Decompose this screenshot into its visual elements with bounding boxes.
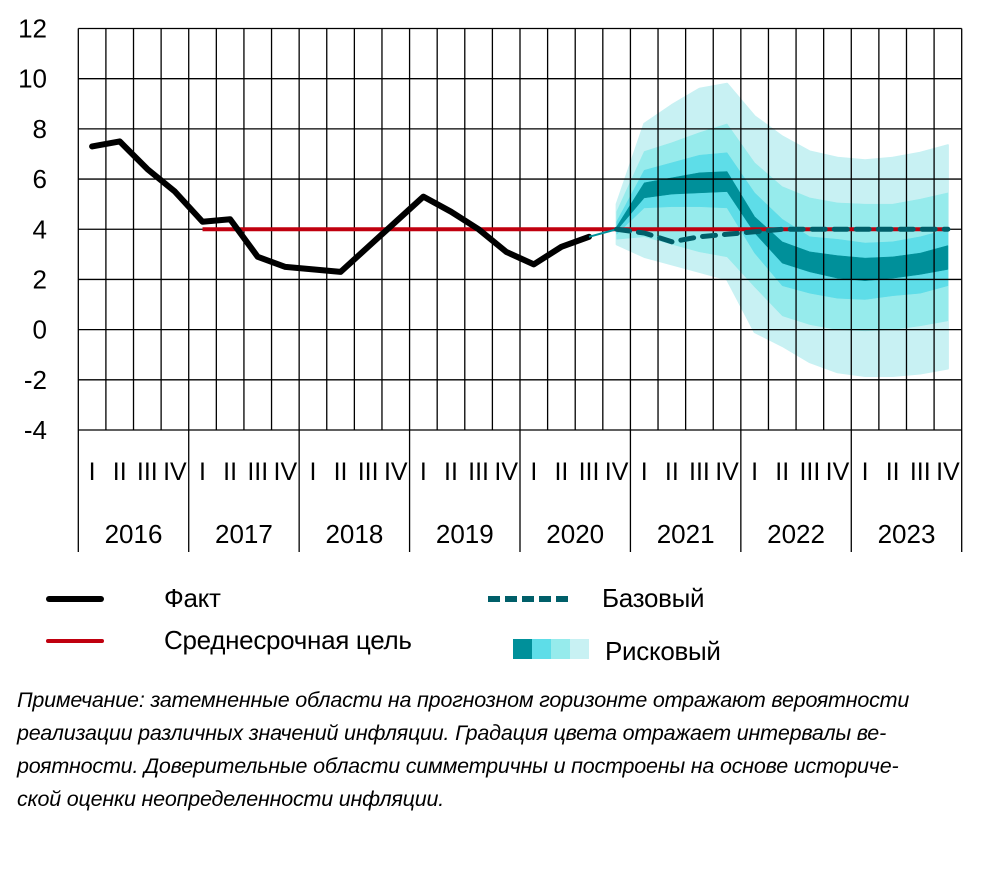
year-label: 2019 <box>436 519 494 549</box>
quarter-label: II <box>665 458 679 486</box>
base-line <box>614 226 951 245</box>
quarter-label: I <box>199 458 206 486</box>
quarter-label: III <box>247 458 268 486</box>
legend-risk-label: Рисковый <box>605 636 721 666</box>
quarter-label: II <box>775 458 789 486</box>
year-label: 2018 <box>325 519 383 549</box>
year-label: 2022 <box>767 519 825 549</box>
y-tick-label: 8 <box>33 114 47 144</box>
legend-fact-label: Факт <box>164 583 221 613</box>
legend-risk-swatch <box>513 638 589 659</box>
quarter-label: I <box>420 458 427 486</box>
quarter-label: I <box>530 458 537 486</box>
legend-fact: Факт <box>46 583 221 614</box>
quarter-label: II <box>444 458 458 486</box>
year-label: 2021 <box>657 519 715 549</box>
quarter-label: III <box>358 458 379 486</box>
legend-target: Среднесрочная цель <box>46 625 412 656</box>
quarter-label: IV <box>384 458 408 486</box>
quarter-label: IV <box>163 458 187 486</box>
year-label: 2020 <box>546 519 604 549</box>
y-tick-label: 12 <box>18 14 47 44</box>
note-line: ской оценки неопределенности инфляции. <box>17 787 445 811</box>
quarter-label: IV <box>274 458 298 486</box>
quarter-label: I <box>309 458 316 486</box>
quarter-label: IV <box>826 458 850 486</box>
y-tick-label: -2 <box>24 365 47 395</box>
year-label: 2023 <box>878 519 936 549</box>
fact-line <box>89 138 593 275</box>
y-tick-label: 10 <box>18 64 47 94</box>
y-tick-label: 4 <box>33 214 47 244</box>
quarter-label: III <box>689 458 710 486</box>
legend-base-swatch <box>488 595 568 602</box>
year-label: 2017 <box>215 519 273 549</box>
quarter-label: III <box>799 458 820 486</box>
y-tick-label: 6 <box>33 164 47 194</box>
fact-forecast-connector <box>588 228 617 238</box>
series-lines <box>89 138 951 275</box>
quarter-label: II <box>886 458 900 486</box>
chart-note: Примечание: затемненные области на прогн… <box>17 684 992 816</box>
y-tick-label: 2 <box>33 264 47 294</box>
note-line: реализации различных значений инфляции. … <box>17 721 887 745</box>
quarter-label: III <box>137 458 158 486</box>
legend-target-label: Среднесрочная цель <box>164 625 412 655</box>
quarter-label: II <box>554 458 568 486</box>
quarter-label: I <box>751 458 758 486</box>
year-label: 2016 <box>105 519 163 549</box>
quarter-label: I <box>89 458 96 486</box>
note-line: роятности. Доверительные области симметр… <box>17 754 899 778</box>
y-tick-label: -4 <box>24 415 47 445</box>
quarter-label: II <box>223 458 237 486</box>
quarter-label: I <box>641 458 648 486</box>
y-tick-label: 0 <box>33 315 47 345</box>
legend-base-label: Базовый <box>602 583 705 613</box>
quarter-label: IV <box>715 458 739 486</box>
quarter-label: II <box>113 458 127 486</box>
quarter-label: IV <box>494 458 518 486</box>
legend-base: Базовый <box>488 583 705 614</box>
quarter-label: II <box>334 458 348 486</box>
legend-fact-swatch <box>46 595 104 602</box>
legend-risk: Рисковый <box>513 630 721 667</box>
quarter-label: III <box>579 458 600 486</box>
quarter-label: III <box>910 458 931 486</box>
quarter-label: IV <box>936 458 960 486</box>
quarter-label: III <box>468 458 489 486</box>
fan-band-dark <box>616 171 949 281</box>
quarter-label: I <box>862 458 869 486</box>
quarter-label: IV <box>605 458 629 486</box>
note-line: Примечание: затемненные области на прогн… <box>17 688 910 712</box>
legend-target-swatch <box>46 638 104 643</box>
